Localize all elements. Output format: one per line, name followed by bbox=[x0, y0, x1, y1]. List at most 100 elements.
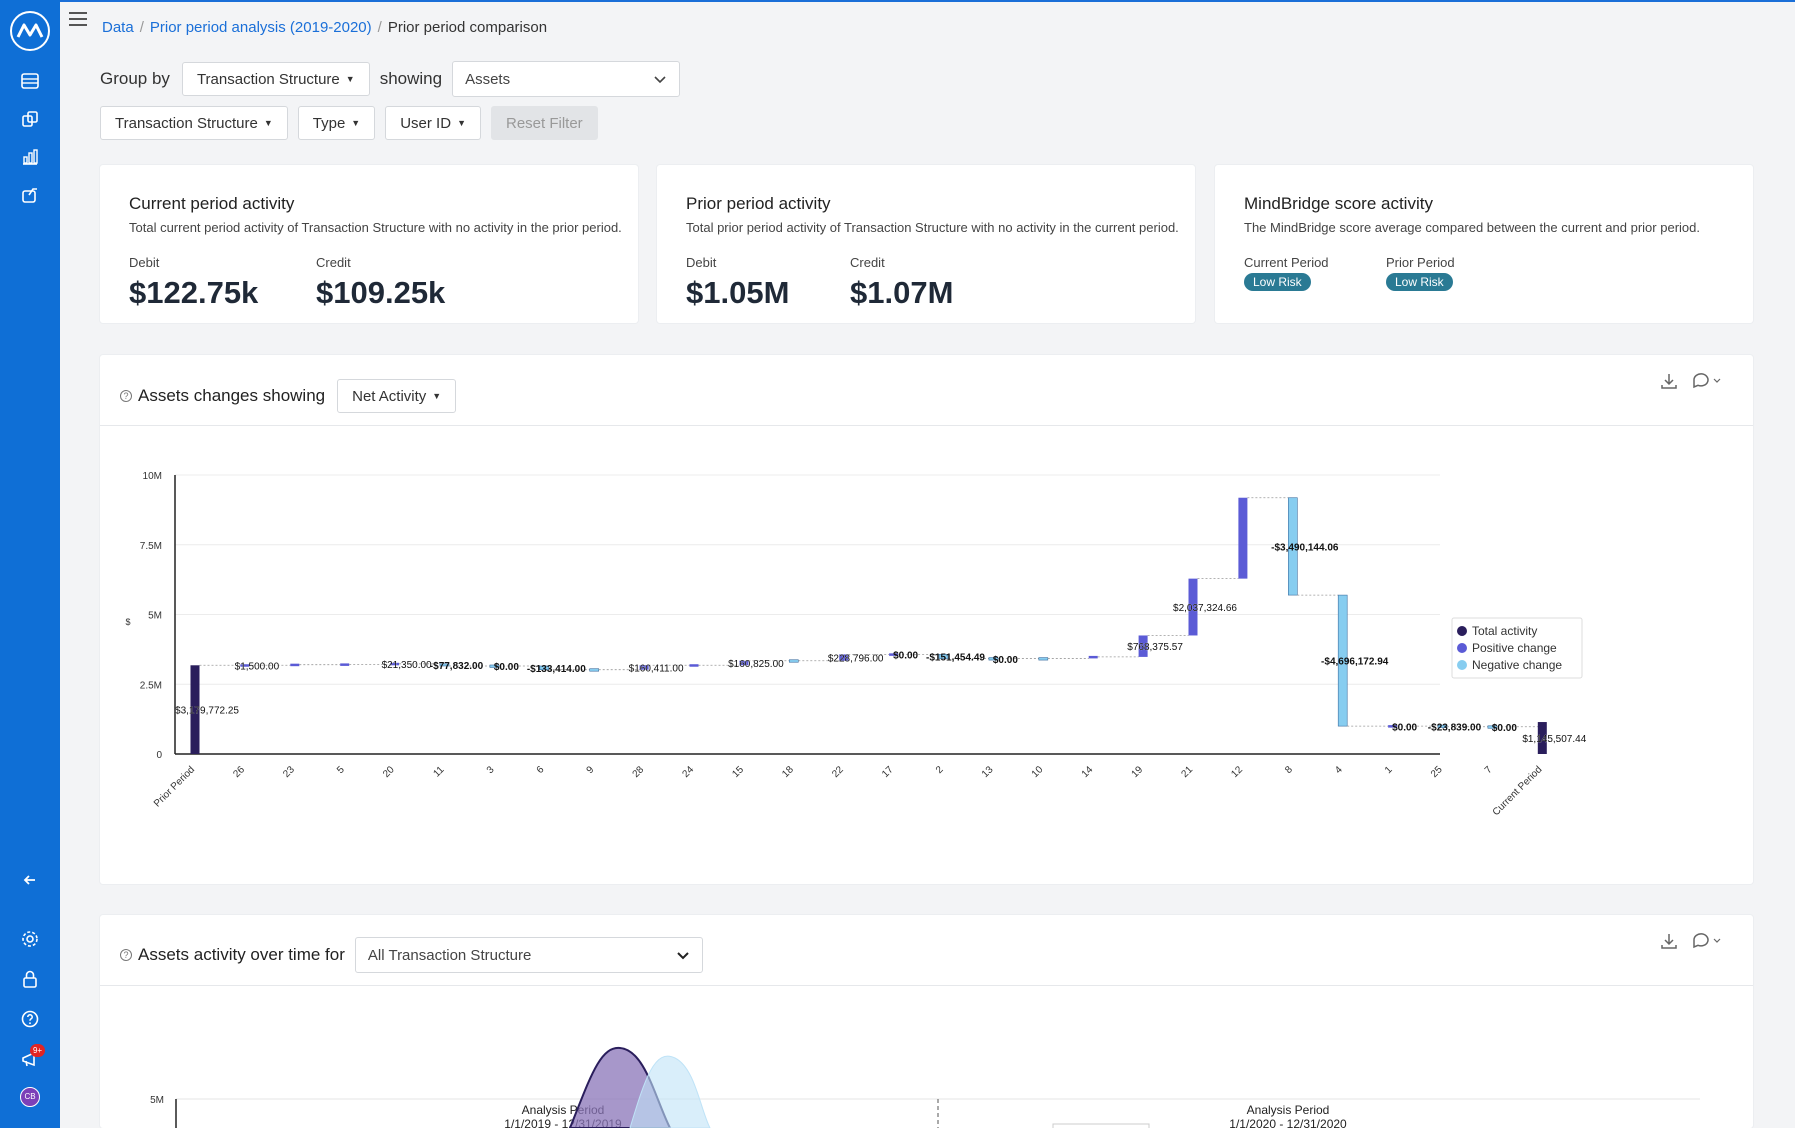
filter-user-id-label: User ID bbox=[400, 114, 452, 132]
chevron-down-icon bbox=[654, 76, 666, 84]
timeline-panel-header: ? Assets activity over time for All Tran… bbox=[120, 937, 703, 973]
score-title: MindBridge score activity bbox=[1244, 194, 1433, 213]
showing-value: Assets bbox=[465, 70, 511, 88]
x-tick-label: 5 bbox=[335, 764, 347, 776]
x-tick-label: 15 bbox=[730, 764, 746, 780]
prior-period-title: Prior period activity bbox=[686, 194, 831, 213]
x-tick-label: 12 bbox=[1229, 764, 1245, 780]
current-credit-value: $109.25k bbox=[316, 275, 446, 310]
waterfall-panel-title: Assets changes showing bbox=[138, 386, 326, 405]
help-icon[interactable]: ? bbox=[120, 949, 132, 961]
waterfall-bar bbox=[639, 665, 649, 670]
x-tick-label: 10 bbox=[1030, 764, 1046, 780]
x-tick-label: 14 bbox=[1080, 764, 1096, 780]
waterfall-chart: 0 2.5M 5M 7.5M 10M $ $3,179,772.25 Prior Period… bbox=[125, 471, 1586, 818]
timeline-panel: ? Assets activity over time for All Tran… bbox=[100, 915, 1753, 1128]
prior-period-description: Total prior period activity of Transacti… bbox=[686, 220, 1179, 235]
data-label: $0.00 bbox=[494, 662, 519, 673]
x-tick-label: 3 bbox=[485, 764, 497, 776]
period1-range: 1/1/2019 - 12/31/2019 bbox=[504, 1117, 622, 1128]
legend-swatch bbox=[1457, 626, 1467, 636]
panel-divider bbox=[100, 985, 1753, 986]
x-tick-label: 8 bbox=[1283, 764, 1295, 776]
panel-divider bbox=[100, 425, 1753, 426]
announcements-icon[interactable] bbox=[18, 1047, 42, 1071]
reports-icon[interactable] bbox=[18, 145, 42, 169]
main-content: Data / Prior period analysis (2019-2020)… bbox=[60, 0, 1795, 1128]
x-tick-label: 2 bbox=[934, 764, 946, 776]
reset-filter-button[interactable]: Reset Filter bbox=[490, 106, 598, 140]
data-label: -$3,490,144.06 bbox=[1271, 542, 1339, 553]
score-card: MindBridge score activity The MindBridge… bbox=[1215, 165, 1753, 323]
menu-icon[interactable] bbox=[69, 12, 87, 26]
caret-down-icon: ▼ bbox=[432, 391, 442, 401]
x-tick-label: 4 bbox=[1333, 764, 1345, 776]
download-icon[interactable] bbox=[1659, 371, 1679, 391]
group-by-row: Group by Transaction Structure ▼ showing … bbox=[100, 61, 681, 97]
waterfall-panel-header: ? Assets changes showing Net Activity ▼ bbox=[120, 379, 457, 413]
filter-bar: Transaction Structure ▼ Type ▼ User ID ▼ Re… bbox=[100, 106, 598, 140]
x-tick-label: 19 bbox=[1130, 764, 1146, 780]
x-tick-label: 22 bbox=[830, 764, 846, 780]
tasks-icon[interactable] bbox=[18, 183, 42, 207]
mindbridge-logo[interactable] bbox=[10, 11, 50, 51]
collapse-arrow-icon[interactable] bbox=[18, 868, 42, 892]
period2-title: Analysis Period bbox=[1247, 1103, 1330, 1117]
breadcrumb-data[interactable]: Data bbox=[102, 19, 134, 36]
score-current-label: Current Period bbox=[1244, 255, 1329, 270]
legend-box bbox=[1451, 617, 1583, 679]
legend-swatch bbox=[1457, 660, 1467, 670]
period1-title: Analysis Period bbox=[522, 1103, 605, 1117]
waterfall-bar bbox=[240, 664, 250, 667]
x-tick-label: 9 bbox=[585, 764, 597, 776]
x-tick-label: 13 bbox=[980, 764, 996, 780]
waterfall-bar bbox=[290, 663, 300, 667]
breadcrumb-prior-period-analysis[interactable]: Prior period analysis (2019-2020) bbox=[149, 19, 372, 36]
comment-icon[interactable] bbox=[1691, 931, 1721, 951]
x-tick-label: 20 bbox=[381, 764, 397, 780]
filter-user-id[interactable]: User ID ▼ bbox=[385, 106, 481, 140]
avatar[interactable]: CB bbox=[20, 1087, 40, 1107]
legend-label: Total activity bbox=[1472, 624, 1537, 638]
data-label: -$77,832.00 bbox=[430, 661, 484, 672]
waterfall-bar bbox=[1088, 655, 1098, 659]
gear-icon[interactable] bbox=[18, 927, 42, 951]
x-tick-label: 18 bbox=[780, 764, 796, 780]
breadcrumb-current: Prior period comparison bbox=[387, 19, 548, 36]
group-by-dropdown[interactable]: Transaction Structure ▼ bbox=[181, 62, 370, 96]
y-tick-label: 10M bbox=[143, 471, 162, 482]
comment-icon[interactable] bbox=[1691, 371, 1721, 391]
caret-down-icon: ▼ bbox=[345, 74, 355, 84]
breadcrumb: Data / Prior period analysis (2019-2020)… bbox=[102, 19, 548, 36]
data-label: $0.00 bbox=[893, 651, 918, 662]
waterfall-bar bbox=[190, 665, 200, 754]
data-label: $0.00 bbox=[1492, 723, 1517, 734]
showing-label: showing bbox=[379, 69, 443, 88]
data-label: $228,796.00 bbox=[828, 654, 884, 665]
help-icon[interactable]: ? bbox=[120, 390, 132, 402]
net-activity-dropdown[interactable]: Net Activity ▼ bbox=[337, 379, 457, 413]
analysis-icon[interactable] bbox=[18, 107, 42, 131]
waterfall-bar bbox=[439, 663, 450, 667]
x-tick-label: 21 bbox=[1179, 764, 1195, 780]
data-label: $1,500.00 bbox=[235, 661, 280, 672]
waterfall-bar bbox=[889, 653, 899, 656]
lock-icon[interactable] bbox=[18, 967, 42, 991]
help-icon[interactable] bbox=[18, 1007, 42, 1031]
download-icon[interactable] bbox=[1659, 931, 1679, 951]
timeline-panel-title: Assets activity over time for bbox=[138, 945, 345, 964]
filter-transaction-structure[interactable]: Transaction Structure ▼ bbox=[100, 106, 288, 140]
top-accent-bar bbox=[0, 0, 1795, 2]
showing-select[interactable]: Assets bbox=[452, 61, 681, 97]
filter-type[interactable]: Type ▼ bbox=[297, 106, 376, 140]
transaction-structure-select[interactable]: All Transaction Structure bbox=[354, 937, 703, 973]
waterfall-bar bbox=[938, 654, 949, 659]
x-tick-label: 28 bbox=[631, 764, 647, 780]
transaction-structure-select-value: All Transaction Structure bbox=[367, 946, 532, 964]
score-prior-label: Prior Period bbox=[1386, 255, 1455, 270]
prior-debit-label: Debit bbox=[686, 255, 717, 270]
caret-down-icon: ▼ bbox=[351, 118, 361, 128]
waterfall-bar bbox=[1537, 722, 1547, 754]
notification-badge: 9+ bbox=[30, 1044, 45, 1057]
data-icon[interactable] bbox=[18, 69, 42, 93]
